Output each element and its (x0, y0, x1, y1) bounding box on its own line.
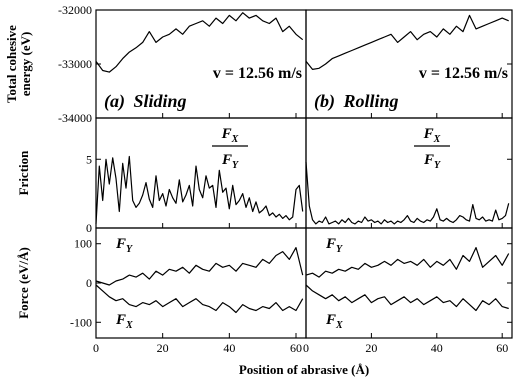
friction-ratio-denominator: FY (423, 152, 441, 171)
series-line (95, 247, 304, 286)
friction-ratio-numerator: FX (423, 126, 441, 145)
data-traces (95, 12, 510, 314)
x-tick-label: 0 (303, 341, 309, 355)
panel-frame-r1-c1 (305, 117, 513, 229)
x-tick-label: 0 (93, 341, 99, 355)
y-axis-label: Total cohesive (4, 25, 19, 103)
x-tick-label: 20 (157, 341, 169, 355)
y-axis-label: Friction (16, 150, 31, 196)
x-tick-label: 40 (431, 341, 443, 355)
series-line (305, 284, 509, 312)
x-axis-label: Position of abrasive (Å) (239, 362, 369, 377)
y-tick-label: 0 (86, 276, 92, 290)
friction-ratio-denominator: FY (221, 152, 239, 171)
y-tick-label: -34000 (58, 111, 92, 125)
x-tick-label: 20 (365, 341, 377, 355)
series-line (305, 14, 509, 71)
y-tick-label: 100 (74, 237, 92, 251)
series-name-label: FX (115, 312, 133, 331)
x-tick-label: 60 (496, 341, 508, 355)
panel-frames (95, 9, 513, 339)
series-line (95, 284, 304, 314)
series-line (95, 12, 304, 73)
y-tick-label: 0 (86, 221, 92, 235)
y-axis-label: Force (eV/Å) (16, 247, 31, 319)
series-line (305, 247, 510, 278)
y-tick-label: -33000 (58, 57, 92, 71)
friction-ratio-numerator: FX (221, 126, 239, 145)
velocity-label: v = 12.56 m/s (213, 65, 302, 82)
velocity-label: v = 12.56 m/s (419, 65, 508, 82)
series-name-label: FY (325, 236, 343, 255)
y-tick-label: -100 (70, 315, 92, 329)
x-tick-label: 40 (223, 341, 235, 355)
series-name-label: FY (115, 236, 133, 255)
x-tick-label: 60 (290, 341, 302, 355)
y-axis-label: energy (eV) (18, 32, 33, 97)
y-tick-label: 5 (86, 152, 92, 166)
panel-title: (b) Rolling (314, 91, 399, 112)
series-name-label: FX (325, 312, 343, 331)
series-line (95, 155, 304, 224)
y-tick-label: -32000 (58, 3, 92, 17)
series-line (305, 161, 510, 225)
panel-title: (a) Sliding (104, 91, 187, 112)
